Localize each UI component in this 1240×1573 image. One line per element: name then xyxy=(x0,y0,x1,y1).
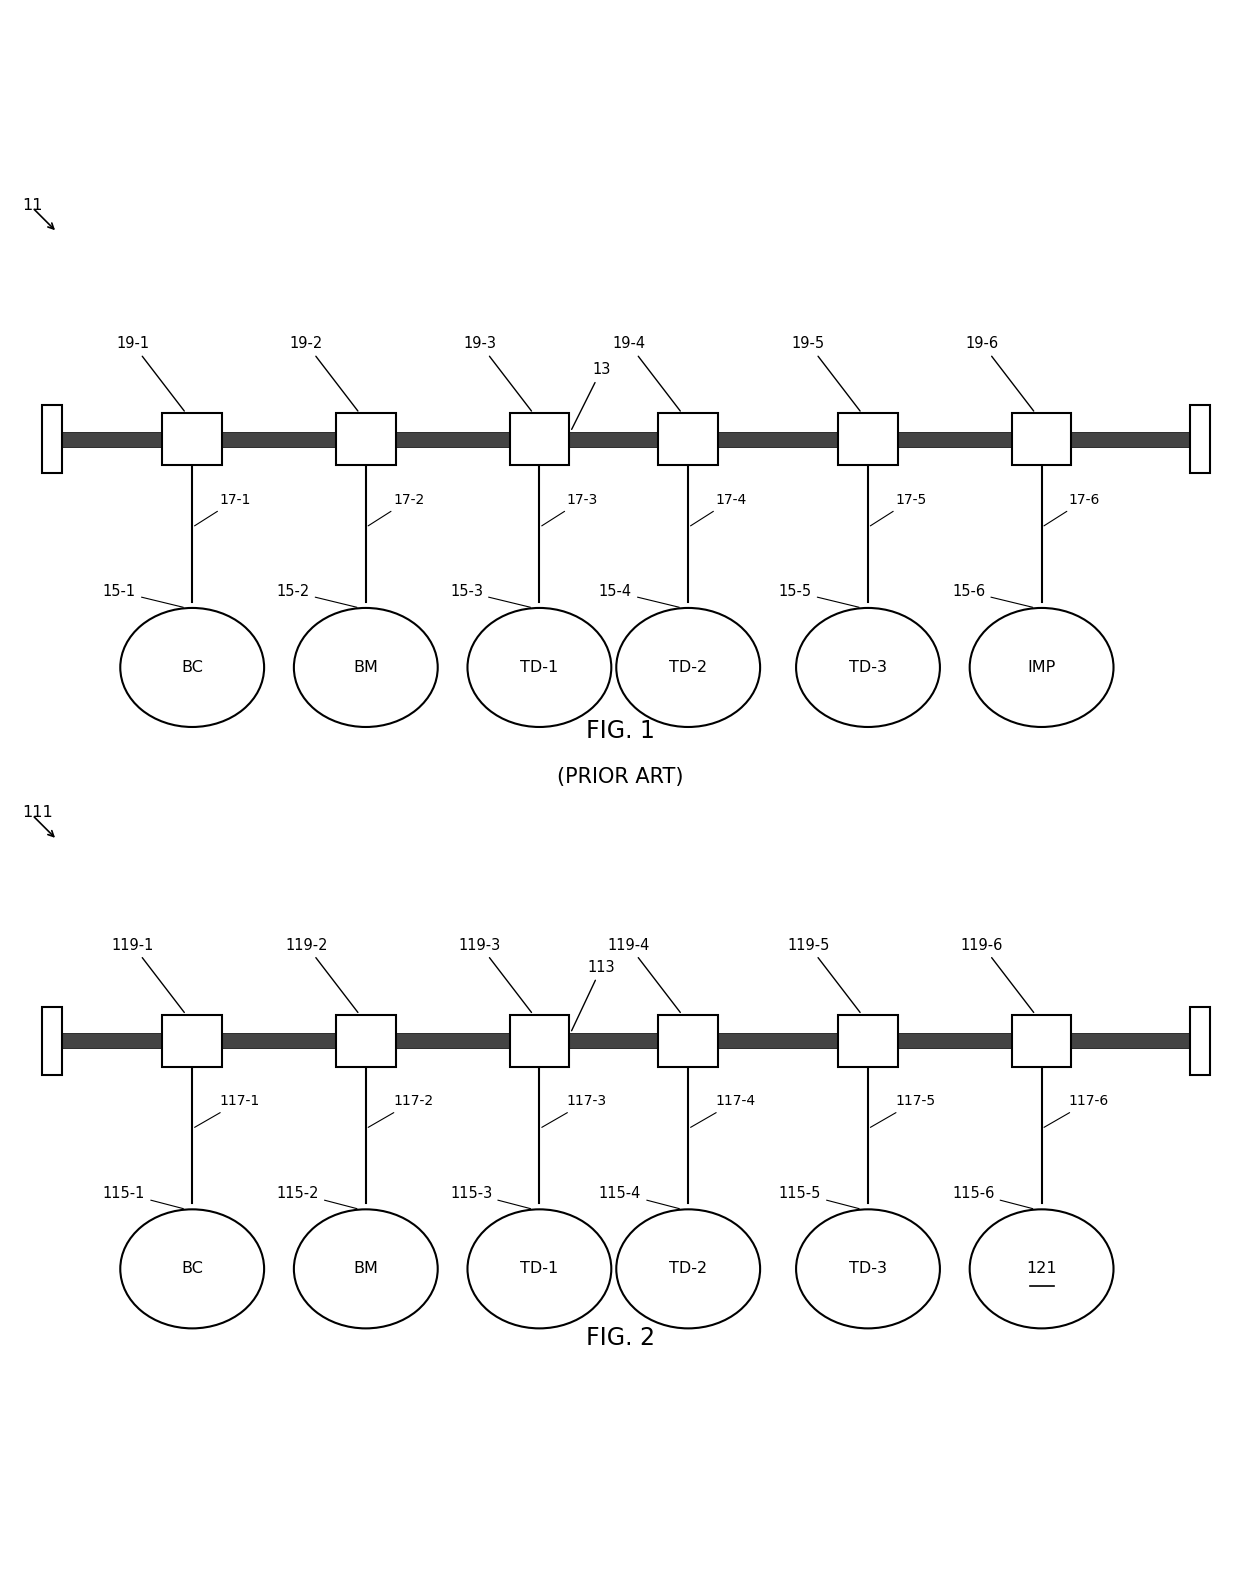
Text: BC: BC xyxy=(181,661,203,675)
Text: 17-3: 17-3 xyxy=(542,492,598,525)
Text: 13: 13 xyxy=(572,362,610,429)
Bar xyxy=(336,1015,396,1066)
Text: 111: 111 xyxy=(22,805,53,820)
Text: TD-1: TD-1 xyxy=(521,1262,558,1276)
Bar xyxy=(1190,1007,1210,1074)
Text: 119-1: 119-1 xyxy=(112,938,185,1013)
Text: (PRIOR ART): (PRIOR ART) xyxy=(557,766,683,786)
Ellipse shape xyxy=(796,1210,940,1328)
Text: TD-1: TD-1 xyxy=(521,661,558,675)
Bar xyxy=(658,1015,718,1066)
Text: 117-1: 117-1 xyxy=(195,1095,259,1128)
Bar xyxy=(838,414,898,466)
Bar xyxy=(162,1015,222,1066)
Text: 115-1: 115-1 xyxy=(103,1186,184,1208)
Text: 15-2: 15-2 xyxy=(277,584,357,607)
Text: 17-5: 17-5 xyxy=(870,492,926,525)
Text: 115-2: 115-2 xyxy=(277,1186,357,1208)
Text: 17-1: 17-1 xyxy=(195,492,250,525)
Text: 17-4: 17-4 xyxy=(691,492,746,525)
Text: FIG. 2: FIG. 2 xyxy=(585,1326,655,1350)
Text: 15-1: 15-1 xyxy=(103,584,184,607)
Text: 15-3: 15-3 xyxy=(450,584,531,607)
Text: 19-3: 19-3 xyxy=(464,337,532,411)
Text: 19-4: 19-4 xyxy=(613,337,681,411)
Ellipse shape xyxy=(796,607,940,727)
Text: 115-6: 115-6 xyxy=(952,1186,1033,1208)
Text: 117-4: 117-4 xyxy=(691,1095,755,1128)
Text: TD-3: TD-3 xyxy=(849,1262,887,1276)
Bar xyxy=(336,414,396,466)
Text: 19-6: 19-6 xyxy=(966,337,1034,411)
Text: 19-1: 19-1 xyxy=(117,337,185,411)
Bar xyxy=(1012,1015,1071,1066)
Text: 119-6: 119-6 xyxy=(961,938,1034,1013)
Bar xyxy=(62,1033,1190,1048)
Text: 17-6: 17-6 xyxy=(1044,492,1100,525)
Text: 115-5: 115-5 xyxy=(779,1186,859,1208)
Ellipse shape xyxy=(970,1210,1114,1328)
Text: 119-5: 119-5 xyxy=(787,938,861,1013)
Text: 15-4: 15-4 xyxy=(599,584,680,607)
Bar xyxy=(838,1015,898,1066)
Bar xyxy=(1190,406,1210,473)
Ellipse shape xyxy=(120,607,264,727)
Bar xyxy=(42,1007,62,1074)
Text: 117-2: 117-2 xyxy=(368,1095,433,1128)
Text: TD-2: TD-2 xyxy=(670,1262,707,1276)
Text: BC: BC xyxy=(181,1262,203,1276)
Text: 115-4: 115-4 xyxy=(599,1186,680,1208)
Text: 115-3: 115-3 xyxy=(450,1186,531,1208)
Text: 117-3: 117-3 xyxy=(542,1095,606,1128)
Ellipse shape xyxy=(294,1210,438,1328)
Text: 17-2: 17-2 xyxy=(368,492,424,525)
Bar xyxy=(510,414,569,466)
Ellipse shape xyxy=(616,1210,760,1328)
Text: 117-5: 117-5 xyxy=(870,1095,935,1128)
Text: 15-6: 15-6 xyxy=(952,584,1033,607)
Text: 119-3: 119-3 xyxy=(459,938,532,1013)
Bar xyxy=(162,414,222,466)
Text: BM: BM xyxy=(353,1262,378,1276)
Text: TD-2: TD-2 xyxy=(670,661,707,675)
Bar xyxy=(658,414,718,466)
Text: 19-2: 19-2 xyxy=(290,337,358,411)
Text: TD-3: TD-3 xyxy=(849,661,887,675)
Text: 113: 113 xyxy=(572,960,615,1030)
Text: BM: BM xyxy=(353,661,378,675)
Ellipse shape xyxy=(970,607,1114,727)
Ellipse shape xyxy=(467,1210,611,1328)
Bar xyxy=(510,1015,569,1066)
Text: 121: 121 xyxy=(1027,1262,1056,1276)
Text: 11: 11 xyxy=(22,198,43,212)
Bar xyxy=(62,433,1190,447)
Bar xyxy=(1012,414,1071,466)
Text: FIG. 1: FIG. 1 xyxy=(585,719,655,742)
Bar xyxy=(42,406,62,473)
Text: 117-6: 117-6 xyxy=(1044,1095,1109,1128)
Text: 15-5: 15-5 xyxy=(779,584,859,607)
Ellipse shape xyxy=(120,1210,264,1328)
Ellipse shape xyxy=(616,607,760,727)
Text: 19-5: 19-5 xyxy=(792,337,861,411)
Ellipse shape xyxy=(294,607,438,727)
Text: 119-2: 119-2 xyxy=(285,938,358,1013)
Ellipse shape xyxy=(467,607,611,727)
Text: IMP: IMP xyxy=(1028,661,1055,675)
Text: 119-4: 119-4 xyxy=(608,938,681,1013)
